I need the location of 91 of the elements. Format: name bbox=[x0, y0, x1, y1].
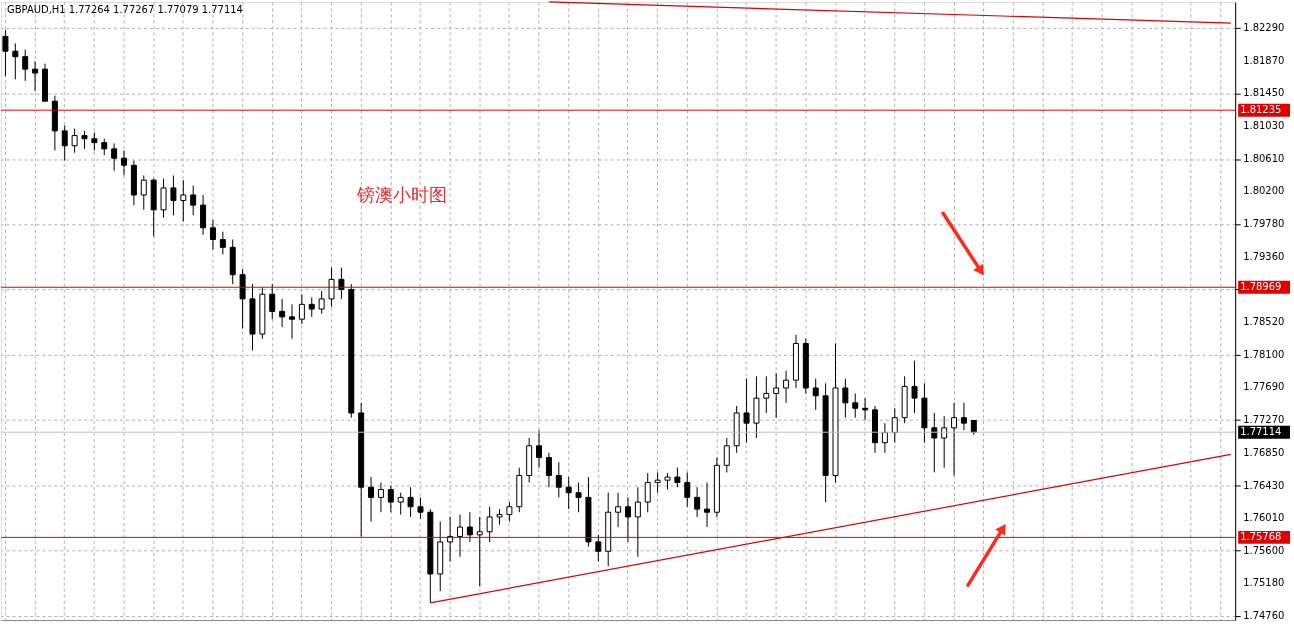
y-tick-label: 1.77690 bbox=[1243, 381, 1285, 393]
candlestick bbox=[506, 501, 513, 523]
annotation: 镑澳小时图 bbox=[355, 184, 447, 206]
candlestick bbox=[852, 392, 859, 419]
candlestick bbox=[783, 370, 790, 404]
y-tick-label: 1.75600 bbox=[1243, 544, 1285, 556]
candlestick bbox=[269, 283, 276, 320]
y-tick-label: 1.76430 bbox=[1243, 479, 1285, 491]
candlestick bbox=[941, 415, 948, 469]
y-tick-label: 1.74760 bbox=[1243, 610, 1285, 622]
candlestick bbox=[377, 482, 384, 513]
ref-line-label: 1.81235 bbox=[1240, 104, 1282, 116]
candlestick bbox=[615, 492, 622, 528]
candlestick bbox=[397, 492, 404, 516]
candlestick bbox=[279, 298, 286, 328]
candlestick bbox=[644, 472, 651, 513]
candlestick bbox=[812, 378, 819, 411]
candlestick bbox=[71, 128, 78, 154]
candlestick bbox=[61, 124, 68, 162]
candlestick bbox=[200, 194, 207, 236]
candlestick bbox=[674, 467, 681, 488]
candlestick bbox=[634, 486, 641, 558]
y-tick-label: 1.77270 bbox=[1243, 414, 1285, 426]
y-tick-label: 1.81870 bbox=[1243, 54, 1285, 66]
candlestick bbox=[723, 437, 730, 473]
ref-line-label: 1.77114 bbox=[1240, 426, 1282, 438]
candlestick bbox=[951, 402, 958, 476]
candlestick bbox=[536, 429, 543, 469]
candlestick bbox=[891, 407, 898, 444]
candlestick bbox=[12, 42, 19, 80]
candlestick bbox=[219, 231, 226, 255]
candlestick bbox=[960, 402, 967, 431]
y-tick-label: 1.76850 bbox=[1243, 446, 1285, 458]
candlestick bbox=[298, 293, 305, 325]
ref-line-label: 1.75768 bbox=[1240, 531, 1282, 543]
candlestick bbox=[2, 29, 9, 77]
candlestick bbox=[476, 516, 483, 587]
candlestick bbox=[881, 422, 888, 454]
y-tick-label: 1.81030 bbox=[1243, 120, 1285, 132]
ref-line-label: 1.78969 bbox=[1240, 281, 1282, 293]
candlestick bbox=[417, 496, 424, 519]
candlestick bbox=[170, 174, 177, 216]
candlestick bbox=[931, 412, 938, 473]
candlestick bbox=[32, 60, 39, 92]
y-tick-label: 1.80200 bbox=[1243, 185, 1285, 197]
candlestick bbox=[456, 514, 463, 558]
candlestick bbox=[140, 174, 147, 211]
candlestick bbox=[111, 142, 118, 172]
candlestick bbox=[308, 296, 315, 318]
candlestick bbox=[565, 476, 572, 510]
candlestick bbox=[763, 375, 770, 414]
candlestick bbox=[773, 372, 780, 419]
candlestick bbox=[368, 476, 375, 523]
y-tick-label: 1.76010 bbox=[1243, 512, 1285, 524]
candlestick bbox=[743, 378, 750, 444]
candlestick bbox=[595, 534, 602, 562]
y-tick-label: 1.80610 bbox=[1243, 153, 1285, 165]
candlestick bbox=[654, 471, 661, 494]
y-tick-label: 1.78100 bbox=[1243, 349, 1285, 361]
candlestick bbox=[407, 486, 414, 518]
candlestick bbox=[318, 290, 325, 315]
candlestick bbox=[545, 452, 552, 488]
candlestick bbox=[684, 471, 691, 508]
candlestick bbox=[190, 185, 197, 216]
candlestick bbox=[466, 511, 473, 543]
candlestick bbox=[209, 219, 216, 251]
y-tick-label: 1.82290 bbox=[1243, 21, 1285, 33]
candlestick bbox=[624, 496, 631, 543]
candlestick bbox=[447, 516, 454, 562]
candlestick bbox=[289, 303, 295, 340]
candlestick bbox=[575, 482, 582, 513]
candlestick bbox=[842, 378, 849, 419]
candlestick bbox=[694, 486, 701, 518]
y-tick-label: 1.81450 bbox=[1243, 87, 1285, 99]
y-tick-label: 1.79360 bbox=[1243, 250, 1285, 262]
candlestick bbox=[121, 149, 128, 176]
y-tick-label: 1.78520 bbox=[1243, 316, 1285, 328]
candlestick bbox=[704, 482, 711, 528]
candlestick bbox=[555, 461, 562, 498]
candlestick bbox=[180, 179, 187, 223]
candlestick bbox=[328, 267, 335, 308]
y-tick-label: 1.79780 bbox=[1243, 217, 1285, 229]
candlestick bbox=[862, 397, 869, 421]
candlestick bbox=[911, 360, 918, 414]
y-tick-label: 1.75180 bbox=[1243, 577, 1285, 589]
candlestick bbox=[338, 267, 345, 300]
candlestick bbox=[486, 506, 493, 543]
candlestick bbox=[22, 49, 29, 82]
candlestick bbox=[160, 178, 167, 219]
candlestick bbox=[387, 485, 394, 513]
chart-title: GBPAUD,H1 1.77264 1.77267 1.77079 1.77114 bbox=[6, 3, 243, 15]
